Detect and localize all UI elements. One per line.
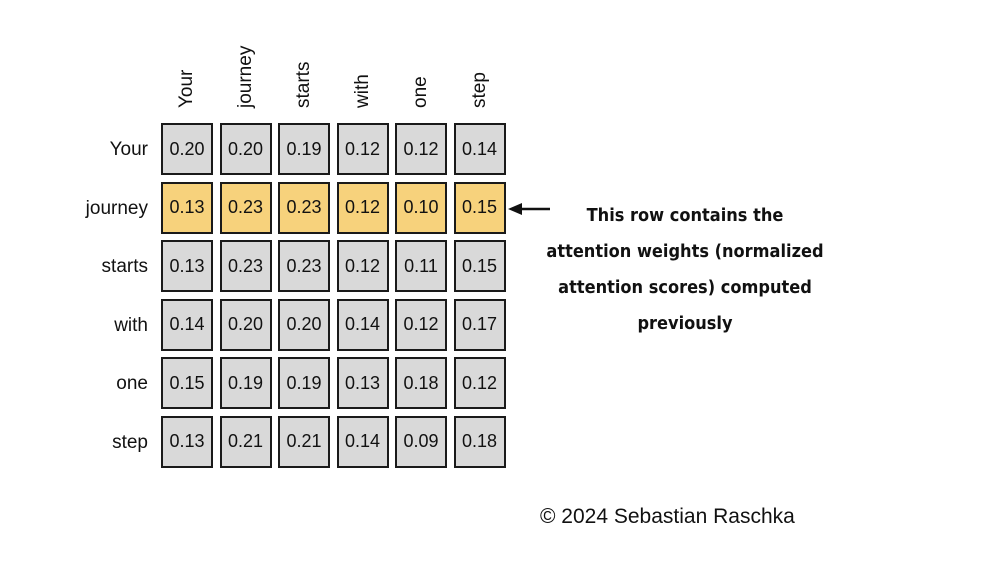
weight-cell: 0.13 (336, 357, 389, 409)
weight-cell: 0.15 (161, 357, 213, 409)
annotation-line-3: attention scores) computed (558, 277, 812, 298)
column-label-text: Your (176, 69, 197, 108)
highlighted-weight-cell: 0.12 (336, 181, 389, 234)
highlighted-weight-cell: 0.23 (219, 181, 272, 234)
highlighted-weight-cell: 0.10 (395, 181, 447, 234)
column-label: step (469, 72, 490, 108)
weight-cell: 0.20 (278, 298, 330, 351)
column-label-text: step (468, 72, 490, 108)
annotation-line-4: previously (637, 313, 733, 334)
weight-cell: 0.19 (219, 357, 272, 409)
weight-cell: 0.14 (336, 415, 389, 468)
row-label: Your (109, 139, 148, 160)
weight-cell: 0.21 (219, 415, 272, 468)
row-label: starts (101, 256, 148, 277)
weight-cell: 0.12 (336, 240, 389, 292)
weight-cell: 0.13 (161, 415, 213, 468)
weight-cell: 0.15 (453, 240, 506, 292)
annotation-line-2: attention weights (normalized (546, 241, 824, 262)
weight-cell: 0.11 (395, 240, 447, 292)
row-label: step (112, 431, 148, 453)
column-label-text: with (351, 74, 373, 108)
weight-cell: 0.12 (453, 357, 506, 409)
weight-cell: 0.18 (453, 415, 506, 468)
weight-cell: 0.20 (161, 123, 213, 175)
weight-cell: 0.13 (161, 240, 213, 292)
weight-cell: 0.12 (395, 123, 447, 175)
column-label-text: one (410, 76, 431, 108)
weight-cell: 0.21 (278, 415, 330, 468)
weight-cell: 0.20 (219, 123, 272, 175)
weight-cell: 0.09 (395, 415, 447, 468)
weight-cell: 0.19 (278, 123, 330, 175)
arrow-left-icon (508, 203, 550, 215)
weight-cell: 0.14 (453, 123, 506, 175)
weight-cell: 0.18 (395, 357, 447, 409)
column-label-text: journey (234, 45, 256, 108)
row-label: one (116, 373, 148, 394)
weight-cell: 0.23 (219, 240, 272, 292)
weight-cell: 0.17 (453, 298, 506, 351)
annotation-line-1: This row contains the (586, 205, 784, 226)
weight-cell: 0.14 (336, 298, 389, 351)
row-label: journey (85, 197, 148, 219)
column-label: with (352, 74, 373, 108)
weight-cell: 0.20 (219, 298, 272, 351)
column-label: one (410, 76, 431, 108)
highlighted-weight-cell: 0.23 (278, 181, 330, 234)
weight-cell: 0.12 (395, 298, 447, 351)
annotation-text: This row contains the attention weights … (537, 198, 834, 342)
column-label: starts (293, 62, 314, 108)
highlighted-weight-cell: 0.13 (161, 181, 213, 234)
weight-cell: 0.12 (336, 123, 389, 175)
column-label: journey (235, 46, 256, 108)
row-label: with (114, 314, 148, 336)
column-label-text: starts (293, 61, 314, 108)
column-label: Your (176, 70, 197, 108)
weight-cell: 0.19 (278, 357, 330, 409)
weight-cell: 0.14 (161, 298, 213, 351)
highlighted-weight-cell: 0.15 (453, 181, 506, 234)
weight-cell: 0.23 (278, 240, 330, 292)
copyright-notice: © 2024 Sebastian Raschka (540, 505, 795, 528)
